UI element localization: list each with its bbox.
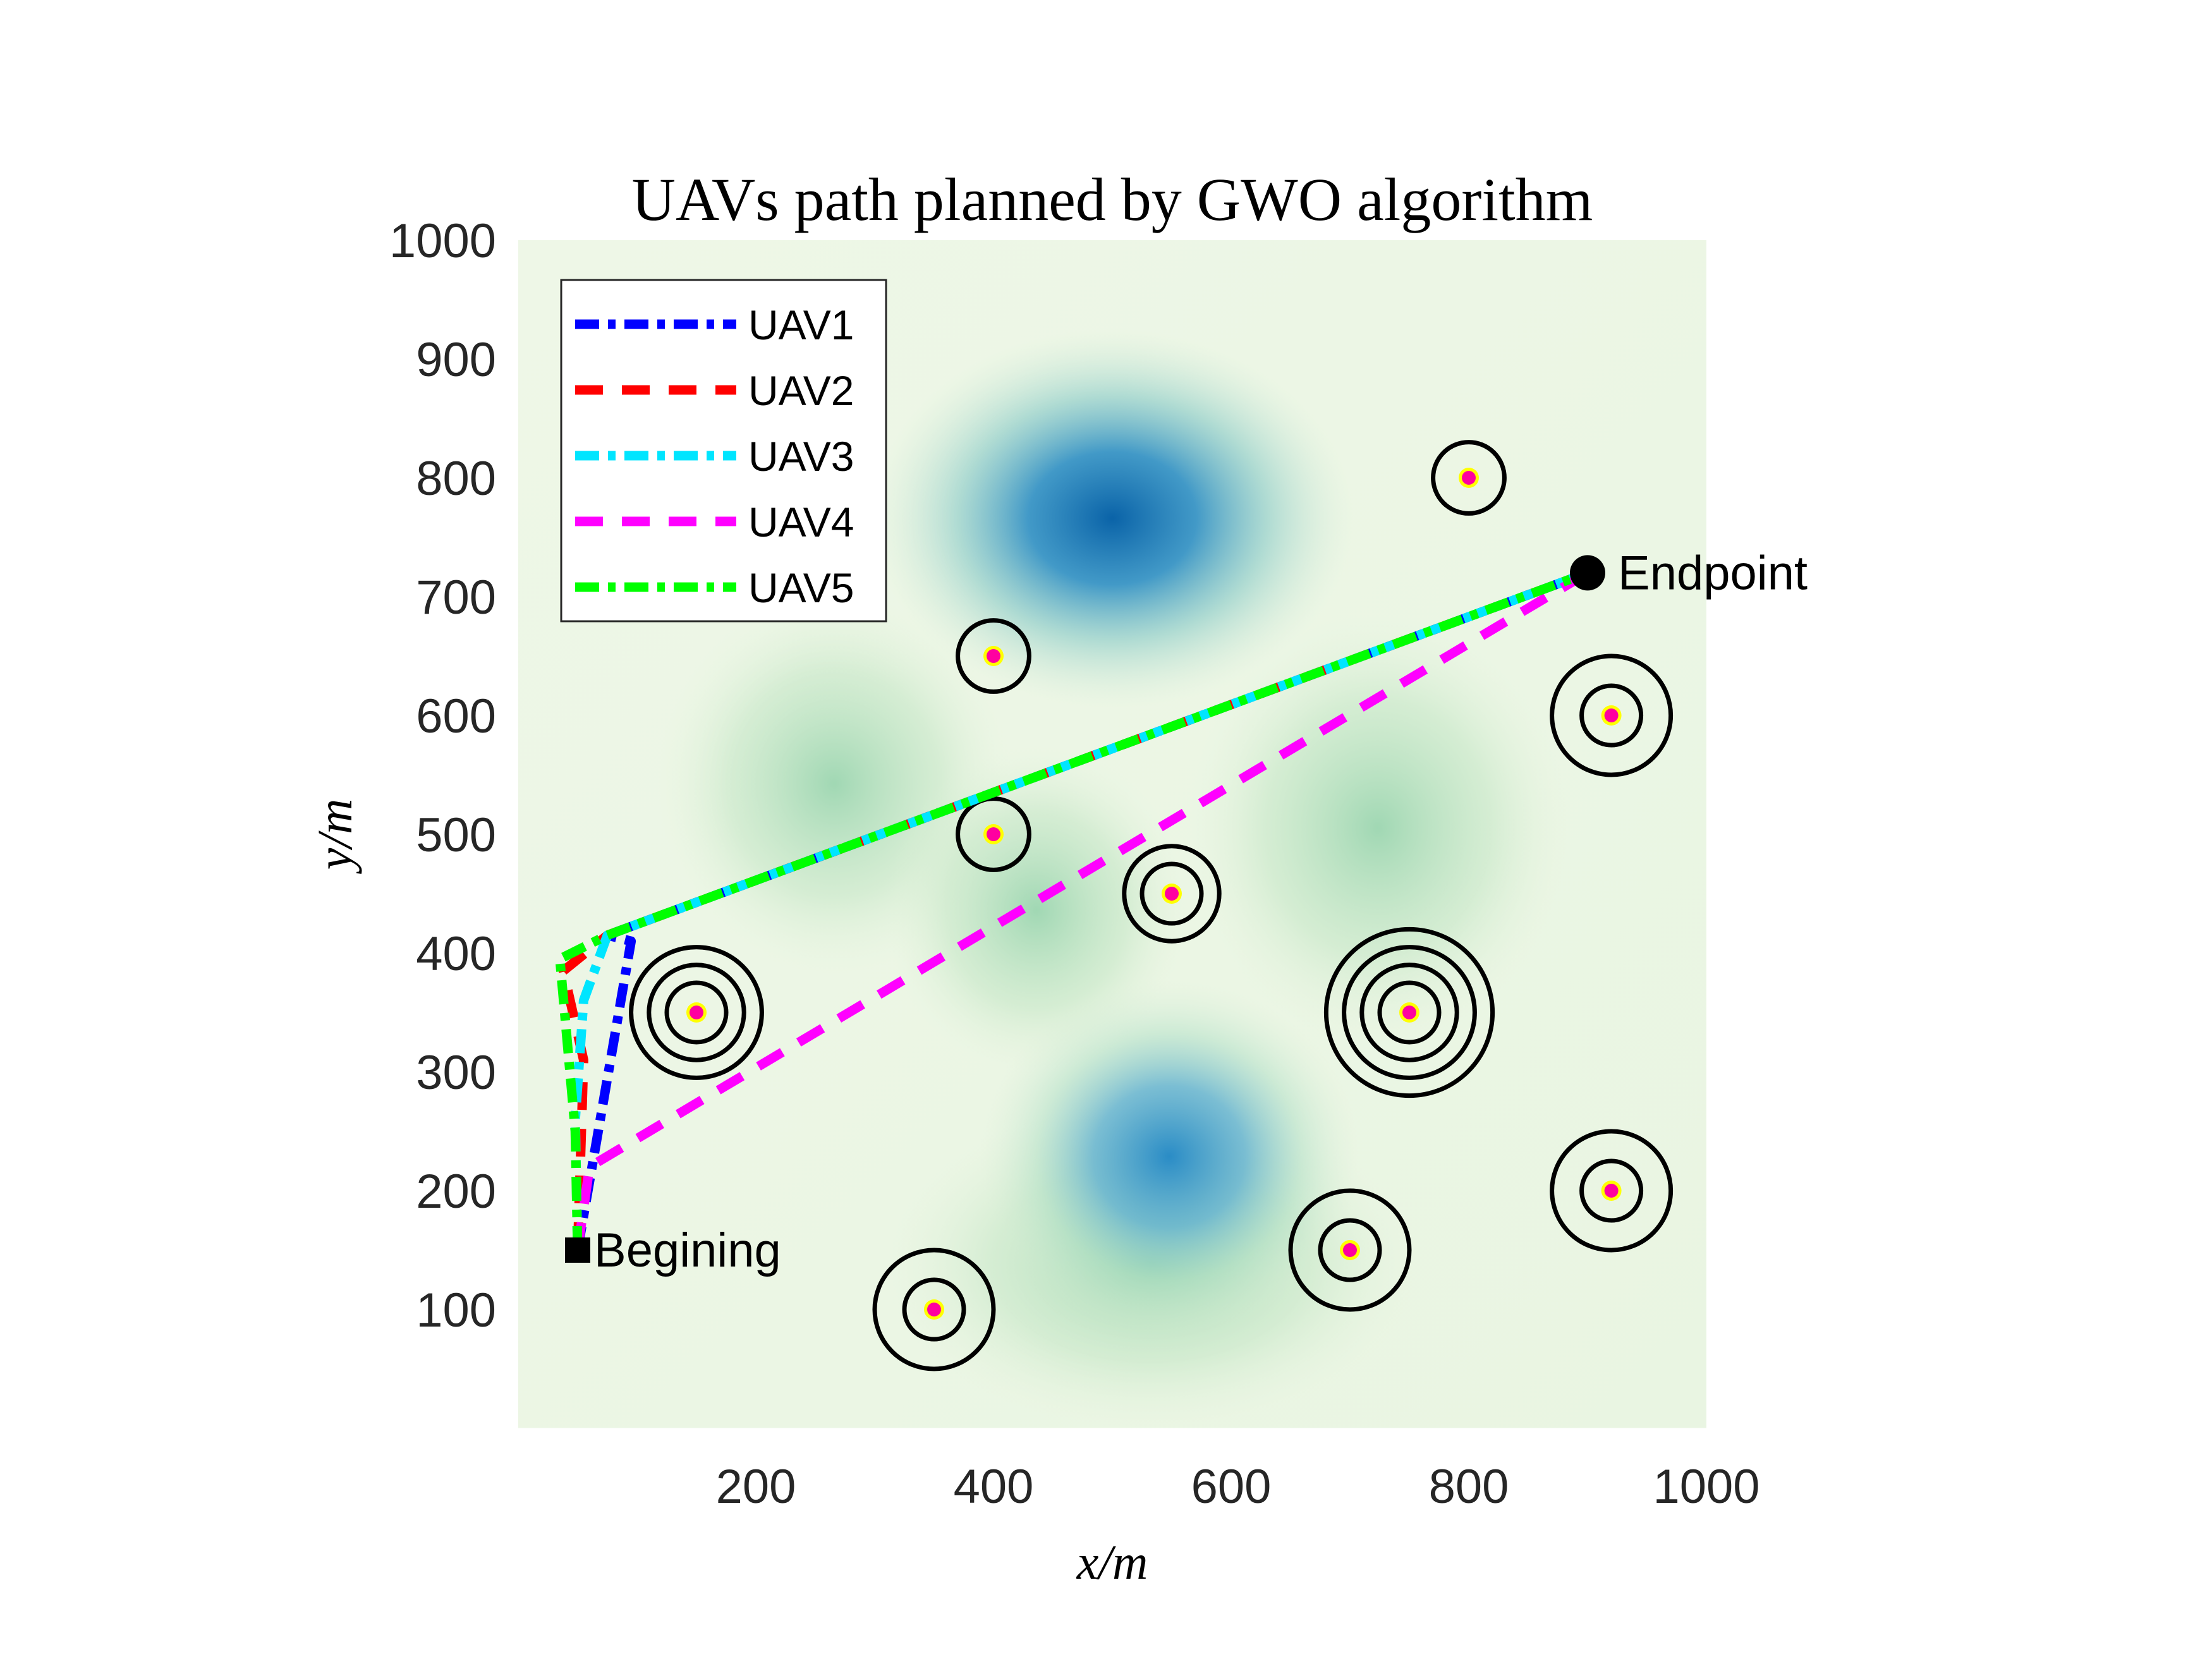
terrain-peak-top (872, 329, 1352, 708)
legend: UAV1 UAV2 UAV3 UAV4 UAV5 (560, 279, 887, 623)
threat-center (927, 1303, 941, 1316)
path-uav5 (555, 568, 1589, 1251)
threat-ring (1431, 440, 1507, 516)
path-uav4 (573, 568, 1590, 1251)
x-tick-label: 400 (954, 1460, 1034, 1514)
threat-center (987, 827, 1000, 841)
threat-ring (872, 1248, 996, 1371)
y-tick-label: 300 (416, 1046, 496, 1100)
threat-ring (1579, 683, 1644, 748)
y-tick-label: 400 (416, 927, 496, 981)
legend-box (560, 279, 887, 623)
y-tick-label: 1000 (389, 214, 496, 268)
threat-ring (1377, 980, 1442, 1045)
y-tick-label: 200 (416, 1165, 496, 1218)
y-tick-label: 900 (416, 333, 496, 387)
threat-ring (629, 945, 764, 1080)
start-label: Begining (594, 1224, 781, 1277)
threat-zone (1550, 653, 1674, 777)
terrain-background (518, 240, 1706, 1428)
threat-center (1402, 1006, 1416, 1019)
threat-ring (1579, 1158, 1644, 1223)
legend-item-uav1: UAV1 (575, 301, 854, 348)
threat-ring (1342, 945, 1477, 1080)
threat-ring (1122, 844, 1222, 944)
legend-label: UAV3 (748, 433, 854, 480)
threat-ring (647, 963, 746, 1062)
threat-ring (956, 796, 1031, 872)
y-tick-label: 600 (416, 690, 496, 743)
threat-ring (664, 980, 729, 1045)
x-axis-ticks: 200 400 600 800 1000 (716, 1460, 1760, 1514)
y-tick-label: 800 (416, 452, 496, 506)
threat-zone (956, 796, 1031, 872)
x-tick-label: 1000 (1653, 1460, 1759, 1514)
threat-zone (956, 618, 1031, 694)
legend-item-uav3: UAV3 (575, 433, 854, 480)
threat-center (1462, 471, 1476, 485)
start-marker (565, 1237, 590, 1263)
threat-ring (1139, 861, 1204, 926)
legend-item-uav5: UAV5 (575, 564, 854, 611)
terrain-peak-bottom (980, 980, 1359, 1334)
threat-zone (1288, 1188, 1412, 1312)
threat-ring (1318, 1218, 1382, 1282)
threat-zone (872, 1248, 996, 1371)
y-tick-label: 100 (416, 1284, 496, 1337)
uav-paths (555, 568, 1590, 1251)
y-tick-label: 700 (416, 571, 496, 624)
threat-zone (629, 945, 764, 1080)
threat-center (1165, 887, 1179, 901)
threat-center (1604, 708, 1619, 722)
threat-zone (1323, 927, 1495, 1098)
threat-ring (956, 618, 1031, 694)
y-tick-label: 500 (416, 808, 496, 862)
threat-zone (1550, 1129, 1674, 1253)
x-tick-label: 600 (1191, 1460, 1272, 1514)
end-label: Endpoint (1618, 546, 1808, 600)
x-tick-label: 200 (716, 1460, 796, 1514)
end-marker (1570, 555, 1605, 591)
legend-label: UAV5 (748, 564, 854, 611)
threat-center (987, 649, 1000, 663)
legend-item-uav4: UAV4 (575, 499, 854, 545)
threat-zone (1122, 844, 1222, 944)
legend-label: UAV4 (748, 499, 854, 545)
x-tick-label: 800 (1429, 1460, 1509, 1514)
threat-ring (1550, 653, 1674, 777)
terrain-green-right (1188, 613, 1567, 1043)
chart-title: UAVs path planned by GWO algorithm (632, 166, 1593, 233)
legend-label: UAV1 (748, 301, 854, 348)
threat-zones (629, 440, 1674, 1371)
threat-center (1343, 1243, 1357, 1257)
threat-zone (1431, 440, 1507, 516)
x-axis-label: x/m (1076, 1534, 1148, 1589)
threat-ring (902, 1277, 966, 1342)
legend-label: UAV2 (748, 367, 854, 414)
y-axis-ticks: 100 200 300 400 500 600 700 800 900 1000 (389, 214, 496, 1337)
threat-center (1604, 1184, 1619, 1198)
start-end-markers: Begining Endpoint (565, 546, 1808, 1277)
threat-ring (1550, 1129, 1674, 1253)
threat-ring (1288, 1188, 1412, 1312)
y-axis-label: y/m (307, 799, 362, 875)
threat-ring (1323, 927, 1495, 1098)
threat-center (690, 1006, 703, 1019)
legend-item-uav2: UAV2 (575, 367, 854, 414)
threat-ring (1359, 963, 1459, 1062)
